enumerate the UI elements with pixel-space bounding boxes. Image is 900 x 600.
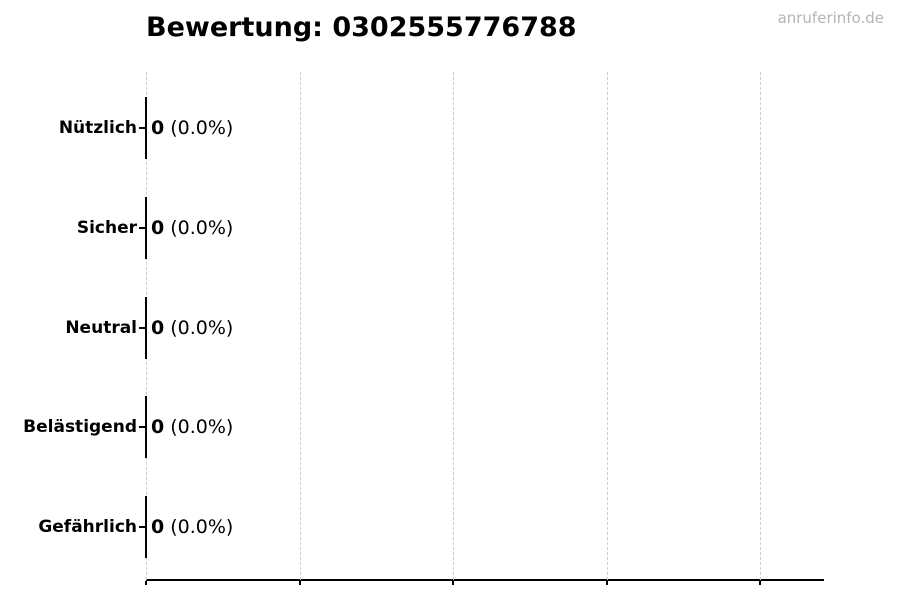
bar-value-label: 0 (0.0%)	[151, 416, 233, 438]
zero-width-bar	[145, 196, 147, 259]
zero-width-bar	[145, 496, 147, 558]
gridline	[606, 72, 608, 580]
watermark: anruferinfo.de	[777, 9, 884, 27]
bar-value-count: 0	[151, 216, 165, 239]
bar-value-label: 0 (0.0%)	[151, 317, 233, 339]
bar-value-percent: (0.0%)	[170, 416, 234, 439]
x-axis-tick	[452, 581, 454, 585]
category-label: Neutral	[65, 317, 137, 338]
y-axis-tick	[139, 326, 146, 329]
x-axis-tick	[605, 581, 608, 585]
bar-value-count: 0	[151, 316, 165, 339]
plot-area: Nützlich 0 (0.0%) Sicher 0 (0.0%) Neutral …	[23, 72, 824, 585]
zero-width-bar	[145, 396, 147, 459]
zero-width-bar	[145, 97, 147, 159]
bar-value-percent: (0.0%)	[170, 316, 234, 339]
gridline	[760, 72, 761, 580]
x-axis-tick	[145, 581, 147, 585]
x-axis-tick	[298, 581, 301, 585]
y-axis-tick	[139, 226, 146, 229]
bar-value-percent: (0.0%)	[170, 216, 234, 239]
x-axis-tick	[759, 581, 761, 585]
bar-value-percent: (0.0%)	[170, 117, 234, 139]
bar-value-count: 0	[151, 117, 165, 139]
category-label: Nützlich	[58, 118, 137, 138]
y-axis-tick	[139, 426, 146, 429]
bar-value-count: 0	[151, 516, 165, 538]
bar-value-percent: (0.0%)	[170, 516, 234, 538]
category-label: Sicher	[76, 217, 137, 238]
bar-value-count: 0	[151, 416, 165, 439]
category-label: Belästigend	[23, 417, 137, 438]
category-label: Gefährlich	[38, 517, 137, 537]
bar-value-label: 0 (0.0%)	[151, 217, 233, 239]
gridline	[299, 72, 301, 580]
bar-value-label: 0 (0.0%)	[151, 516, 233, 538]
y-axis-tick	[139, 526, 146, 528]
x-axis-line	[146, 579, 824, 581]
chart-title: Bewertung: 0302555776788	[146, 12, 577, 43]
zero-width-bar	[145, 296, 147, 359]
gridline	[453, 72, 454, 580]
y-axis-tick	[139, 127, 146, 129]
bar-value-label: 0 (0.0%)	[151, 117, 233, 139]
